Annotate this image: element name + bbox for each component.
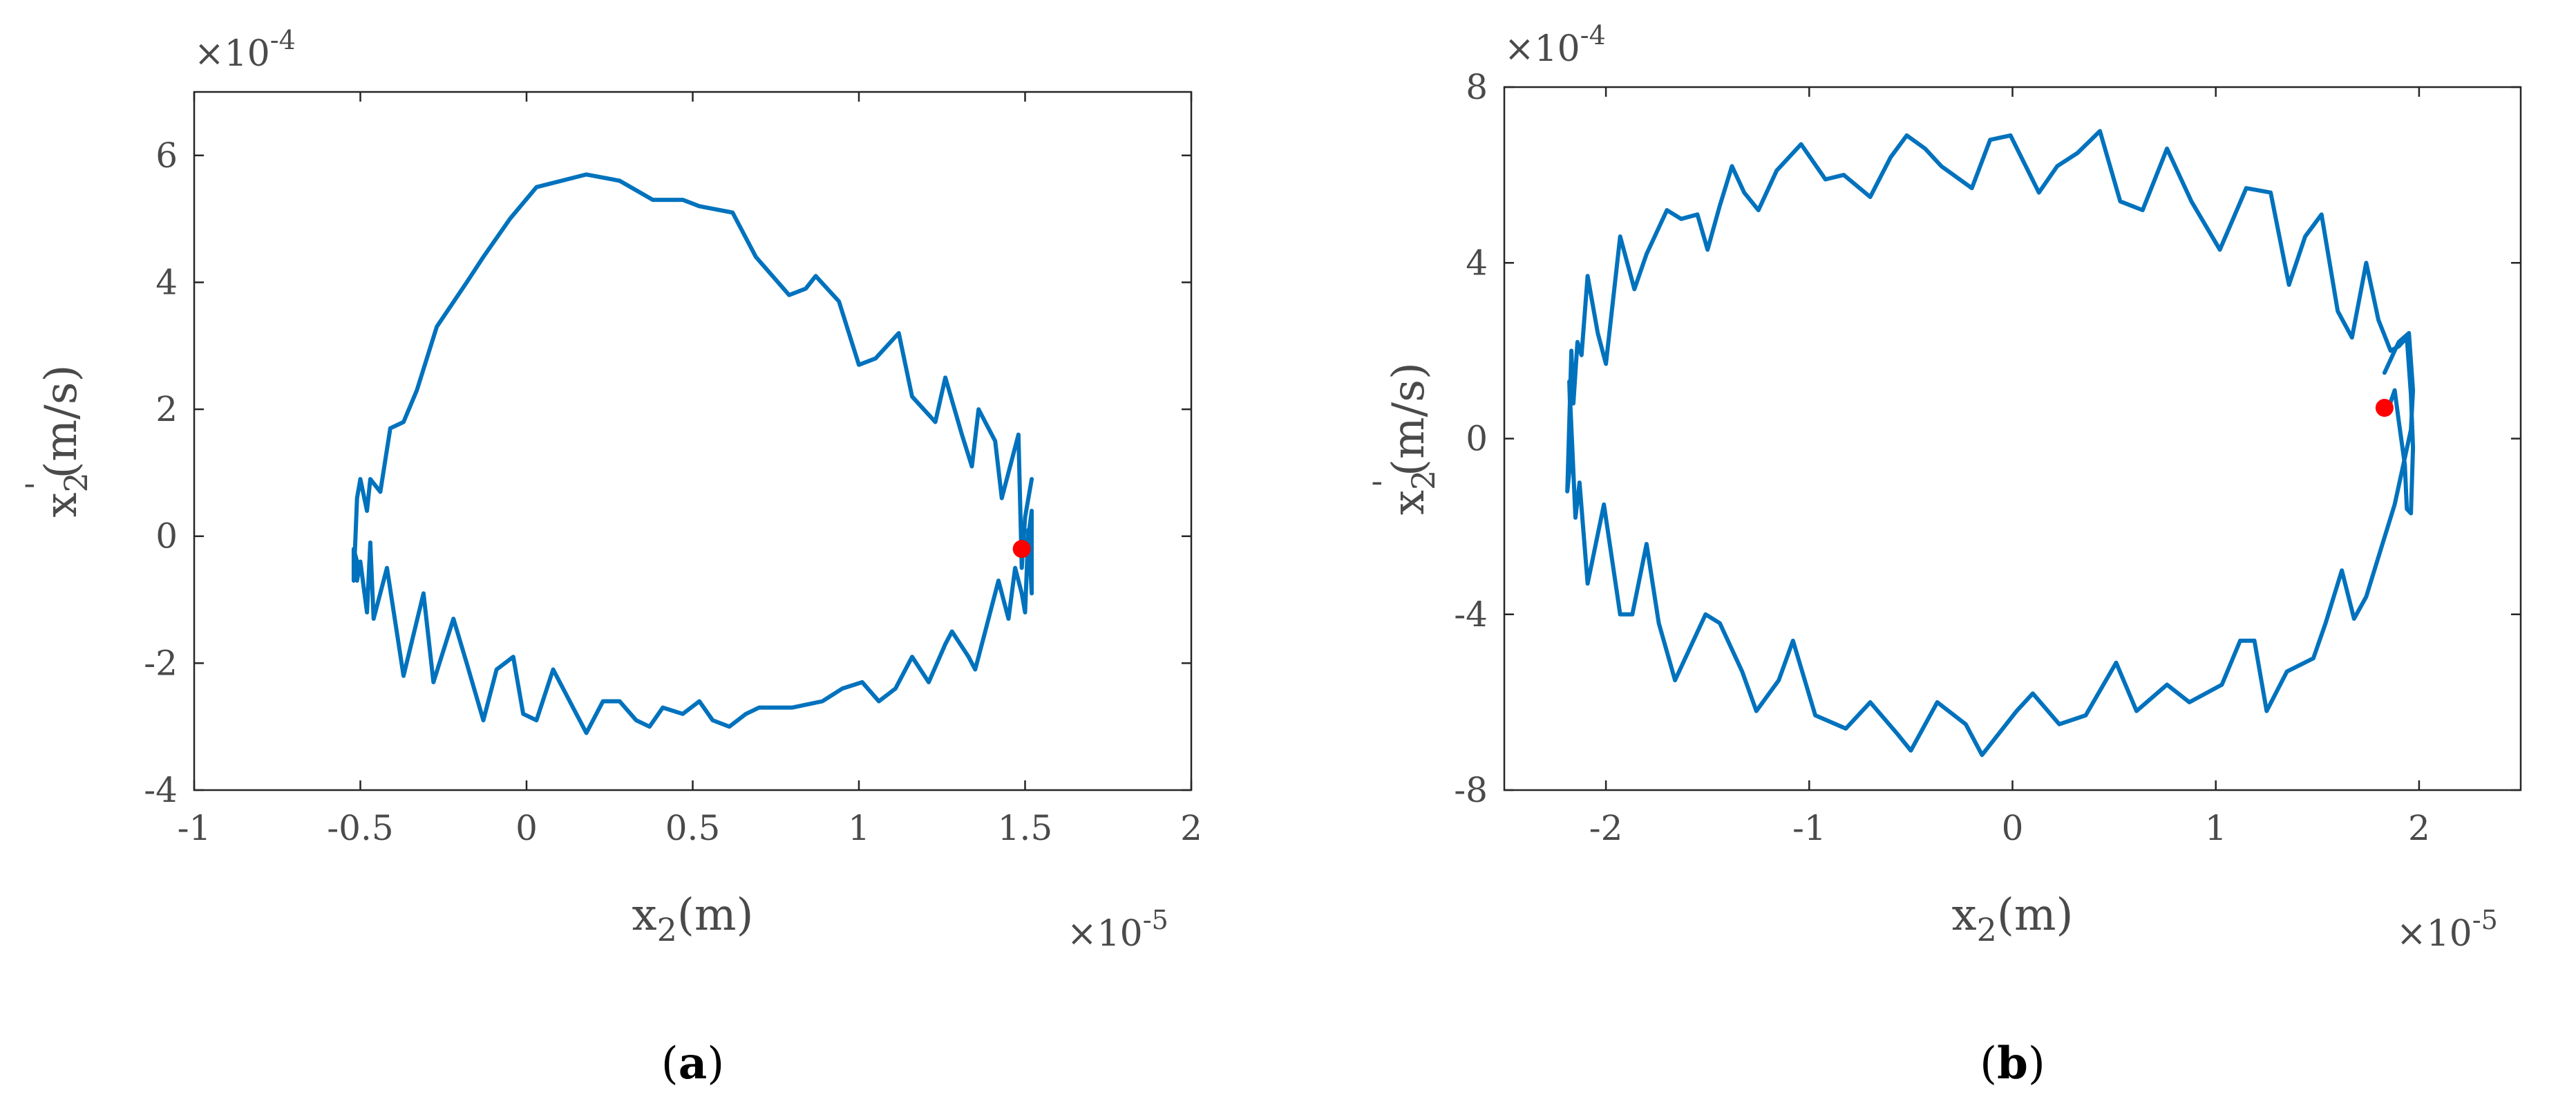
x-tick-label: -0.5 [327, 808, 393, 848]
x-tick-label: 2 [2408, 808, 2430, 848]
plot-area-frame [1503, 86, 2522, 791]
panel-label: (a) [661, 1038, 724, 1089]
x-axis-multiplier: ×10-5 [2396, 905, 2498, 955]
y-tick-label: 2 [155, 389, 178, 429]
x-tick-label: 0.5 [665, 808, 721, 848]
x-tick-label: 2 [1180, 808, 1202, 848]
y-tick-label: 0 [155, 516, 178, 556]
y-tick-label: 4 [1466, 243, 1488, 283]
phase-trajectory-line [351, 172, 1034, 735]
x-tick-label: 0 [2002, 808, 2024, 848]
start-point-marker [2375, 399, 2394, 418]
y-tick-label: 8 [1466, 67, 1488, 107]
y-axis-label: x2'(m/s) [19, 364, 95, 517]
y-axis-multiplier: ×10-4 [1504, 20, 1606, 70]
chart-panel-a: -1 -0.5 0 0.5 1 1.5 2 -4 -2 0 2 4 6 ×10-4 ×10-5 x2(m) x2… [19, 25, 1202, 1089]
x-tick-label: -1 [1792, 808, 1826, 848]
x-tick-label: -2 [1589, 808, 1623, 848]
y-tick-label: -4 [1454, 594, 1488, 635]
panel-label: (b) [1980, 1038, 2045, 1089]
x-tick-label: 1 [848, 808, 870, 848]
y-tick-label: -4 [144, 770, 178, 810]
phase-trajectory-line [1565, 129, 2416, 758]
x-axis-multiplier: ×10-5 [1067, 905, 1168, 955]
y-tick-label: -2 [144, 643, 178, 683]
y-tick-label: 6 [155, 135, 178, 176]
start-point-marker [1012, 540, 1031, 559]
y-axis-multiplier: ×10-4 [194, 25, 296, 75]
x-axis-label: x2(m) [1952, 890, 2074, 948]
x-tick-label: -1 [178, 808, 211, 848]
chart-panel-b: -2 -1 0 1 2 -8 -4 0 4 8 ×10-4 ×10-5 x2(m) x2'(m/s) (b) [1366, 20, 2522, 1089]
x-tick-label: 0 [515, 808, 538, 848]
y-tick-label: -8 [1454, 770, 1488, 810]
y-tick-label: 0 [1466, 419, 1488, 459]
y-tick-label: 4 [155, 262, 178, 302]
plot-area-frame [193, 91, 1193, 791]
x-tick-label: 1 [2205, 808, 2227, 848]
y-axis-label: x2'(m/s) [1366, 362, 1442, 515]
x-tick-label: 1.5 [998, 808, 1053, 848]
x-axis-label: x2(m) [632, 890, 754, 948]
